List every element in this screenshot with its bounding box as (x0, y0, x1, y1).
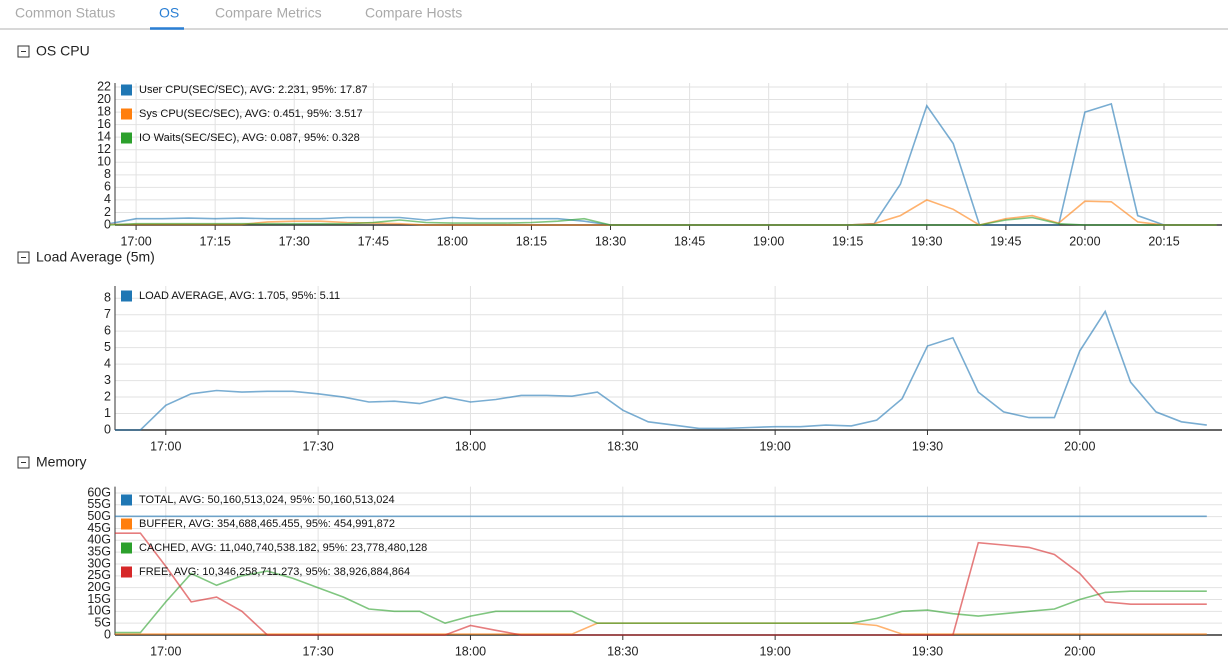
section-title: Load Average (5m) (36, 249, 155, 265)
y-tick-label: 20G (87, 580, 111, 594)
chart-section: Load Average (5m) 0 1 2 3 4 5 6 7 8 17:00 17:30 18:0… (17, 249, 1222, 453)
y-tick-label: 14 (97, 129, 111, 143)
series-line (115, 532, 1207, 636)
y-tick-label: 35G (87, 544, 111, 558)
series-line (109, 216, 1217, 226)
y-tick-label: 10G (87, 604, 111, 618)
legend-label: CACHED, AVG: 11,040,740,538.182, 95%: 23… (139, 542, 427, 554)
x-tick-label: 17:30 (302, 439, 333, 453)
x-tick-label: 19:30 (912, 439, 943, 453)
y-tick-label: 15G (87, 592, 111, 606)
y-tick-label: 20 (97, 92, 111, 106)
y-tick-label: 22 (97, 79, 111, 93)
tab-bar: Common Status OS Compare Metrics Compare… (0, 5, 1228, 30)
legend-label: User CPU(SEC/SEC), AVG: 2.231, 95%: 17.8… (139, 84, 367, 96)
y-tick-label: 5G (94, 615, 111, 629)
series-line (115, 622, 1207, 635)
x-tick-label: 18:00 (455, 644, 486, 657)
x-tick-label: 17:00 (120, 234, 151, 248)
x-tick-label: 18:30 (607, 644, 638, 657)
tab[interactable]: Compare Metrics (215, 5, 322, 21)
legend-swatch[interactable] (121, 518, 132, 530)
legend-swatch[interactable] (121, 542, 132, 554)
y-tick-label: 60G (87, 485, 111, 499)
x-tick-label: 17:45 (358, 234, 389, 248)
y-tick-label: 30G (87, 556, 111, 570)
legend-swatch[interactable] (121, 290, 132, 302)
chart-section: Memory 05G10G15G20G25G30G35G40G45G50G55G6… (17, 454, 1222, 658)
x-tick-label: 18:15 (516, 234, 547, 248)
x-tick-label: 17:30 (279, 234, 310, 248)
x-tick-label: 17:30 (302, 644, 333, 657)
section-title: OS CPU (36, 43, 90, 59)
y-tick-label: 6 (104, 323, 111, 337)
y-tick-label: 25G (87, 568, 111, 582)
y-tick-label: 7 (104, 307, 111, 321)
y-tick-label: 16 (97, 117, 111, 131)
y-tick-label: 1 (104, 406, 111, 420)
y-tick-label: 4 (104, 192, 111, 206)
x-tick-label: 18:30 (595, 234, 626, 248)
legend-label: TOTAL, AVG: 50,160,513,024, 95%: 50,160,… (139, 494, 395, 506)
x-tick-label: 20:00 (1064, 439, 1095, 453)
x-tick-label: 18:00 (455, 439, 486, 453)
y-tick-label: 0 (104, 217, 111, 231)
y-tick-label: 18 (97, 104, 111, 118)
y-tick-label: 4 (104, 356, 111, 370)
x-tick-label: 18:00 (437, 234, 468, 248)
y-tick-label: 45G (87, 521, 111, 535)
series-line (115, 570, 1207, 634)
x-tick-label: 17:15 (200, 234, 231, 248)
x-tick-label: 17:00 (150, 644, 181, 657)
x-tick-label: 17:00 (150, 439, 181, 453)
x-tick-label: 19:45 (990, 234, 1021, 248)
x-tick-label: 19:15 (832, 234, 863, 248)
legend-swatch[interactable] (121, 108, 132, 120)
y-tick-label: 55G (87, 497, 111, 511)
x-tick-label: 19:00 (753, 234, 784, 248)
x-tick-label: 18:30 (607, 439, 638, 453)
x-tick-label: 19:30 (911, 234, 942, 248)
y-tick-label: 8 (104, 167, 111, 181)
x-tick-label: 20:15 (1148, 234, 1179, 248)
x-tick-label: 20:00 (1069, 234, 1100, 248)
y-tick-label: 8 (104, 291, 111, 305)
x-tick-label: 19:30 (912, 644, 943, 657)
y-tick-label: 2 (104, 205, 111, 219)
y-tick-label: 10 (97, 155, 111, 169)
y-tick-label: 40G (87, 533, 111, 547)
legend-swatch[interactable] (121, 566, 132, 578)
legend-label: Sys CPU(SEC/SEC), AVG: 0.451, 95%: 3.517 (139, 108, 363, 120)
tab-active[interactable]: OS (159, 5, 179, 21)
y-tick-label: 5 (104, 340, 111, 354)
y-tick-label: 3 (104, 373, 111, 387)
legend-swatch[interactable] (121, 84, 132, 96)
legend-label: LOAD AVERAGE, AVG: 1.705, 95%: 5.11 (139, 290, 340, 302)
series-line (115, 309, 1207, 431)
y-tick-label: 50G (87, 509, 111, 523)
tab[interactable]: Common Status (15, 5, 115, 21)
legend-swatch[interactable] (121, 494, 132, 506)
y-tick-label: 6 (104, 180, 111, 194)
y-tick-label: 12 (97, 142, 111, 156)
legend-swatch[interactable] (121, 132, 132, 144)
x-tick-label: 18:45 (674, 234, 705, 248)
legend-label: IO Waits(SEC/SEC), AVG: 0.087, 95%: 0.32… (139, 132, 360, 144)
x-tick-label: 20:00 (1064, 644, 1095, 657)
tab[interactable]: Compare Hosts (365, 5, 462, 21)
y-tick-label: 2 (104, 389, 111, 403)
y-tick-label: 0 (104, 627, 111, 641)
section-title: Memory (36, 454, 87, 470)
series-line (109, 102, 1217, 226)
legend-label: BUFFER, AVG: 354,688,465.455, 95%: 454,9… (139, 518, 395, 530)
y-tick-label: 0 (104, 422, 111, 436)
x-tick-label: 19:00 (759, 644, 790, 657)
x-tick-label: 19:00 (759, 439, 790, 453)
legend-label: FREE, AVG: 10,346,258,711.273, 95%: 38,9… (139, 566, 410, 578)
